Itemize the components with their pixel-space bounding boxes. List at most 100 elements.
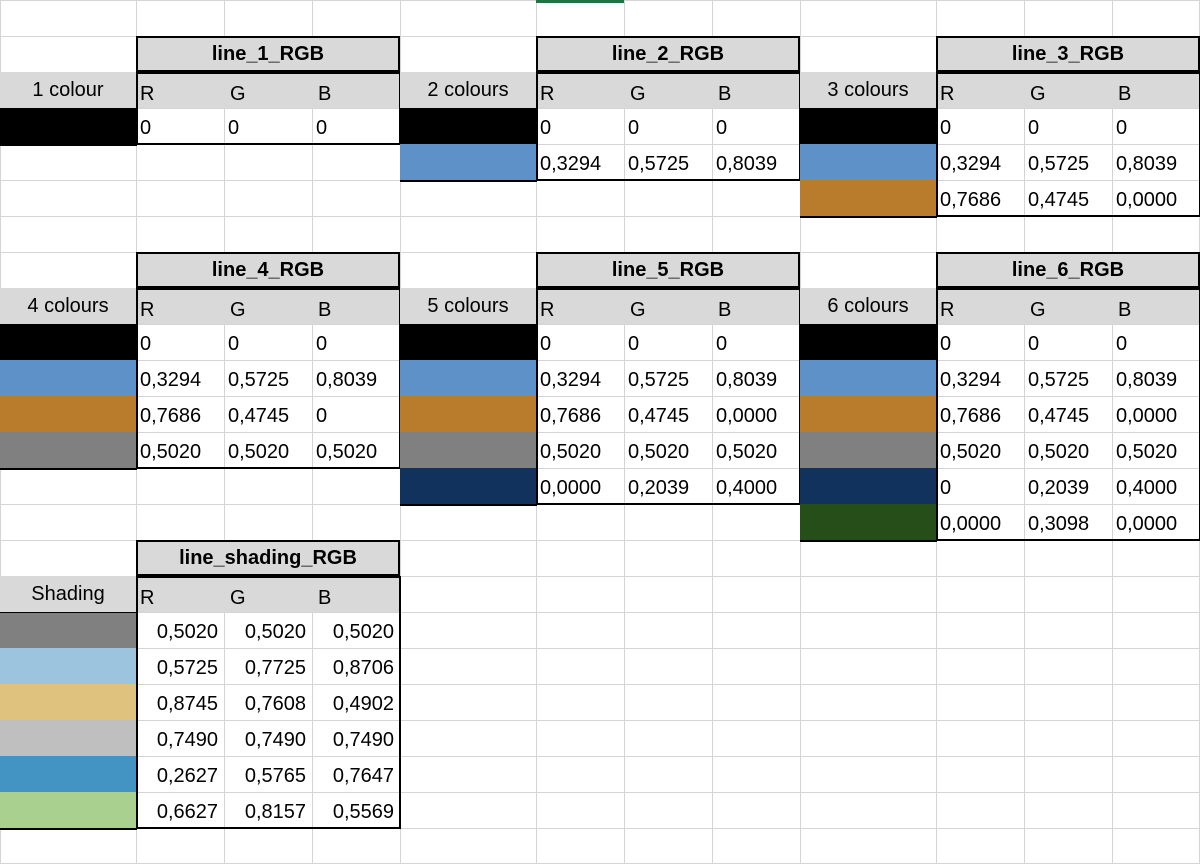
table-border <box>398 36 400 72</box>
table-border <box>1198 252 1200 288</box>
table-border <box>936 72 938 217</box>
table-border <box>136 72 138 145</box>
rgb-value: 0,8039 <box>316 369 378 391</box>
channel-header: R <box>540 299 555 321</box>
colour-swatch <box>0 684 136 720</box>
rgb-value: 0,4902 <box>332 693 394 715</box>
table-border <box>400 180 537 182</box>
rgb-value: 0,0000 <box>540 477 602 499</box>
channel-header: R <box>940 83 955 105</box>
rgb-value: 0 <box>140 333 152 355</box>
rgb-value: 0,7608 <box>244 693 306 715</box>
table-border <box>798 252 800 288</box>
colour-swatch <box>800 396 936 432</box>
rgb-value: 0,0000 <box>1116 405 1178 427</box>
rgb-value: 0,4000 <box>1116 477 1178 499</box>
channel-header: B <box>718 83 732 105</box>
rgb-value: 0,8039 <box>1116 369 1178 391</box>
table-border <box>136 576 138 829</box>
table-border <box>0 144 137 146</box>
table-border <box>800 108 936 109</box>
table-border <box>536 36 538 72</box>
colour-swatch <box>0 396 136 432</box>
grid-line-horizontal <box>0 828 1200 829</box>
rgb-value: 0,3294 <box>940 153 1002 175</box>
table-title: line_3_RGB <box>1011 43 1125 65</box>
table-border <box>136 252 138 288</box>
rgb-value: 0,4000 <box>716 477 778 499</box>
table-label: 1 colour <box>32 79 104 101</box>
table-title-bar <box>536 36 800 72</box>
channel-header: G <box>1030 299 1046 321</box>
channel-header: B <box>318 587 332 609</box>
table-border <box>536 288 538 505</box>
table-border <box>400 108 536 109</box>
table-border <box>136 36 400 38</box>
channel-header: R <box>140 83 155 105</box>
rgb-value: 0,2039 <box>1028 477 1090 499</box>
rgb-value: 0,5020 <box>244 621 306 643</box>
rgb-value: 0 <box>540 333 552 355</box>
table-border <box>0 468 137 470</box>
channel-header: B <box>718 299 732 321</box>
colour-swatch <box>800 468 936 504</box>
rgb-value: 0,3294 <box>140 369 202 391</box>
rgb-value: 0 <box>228 117 240 139</box>
rgb-value: 0,3294 <box>540 369 602 391</box>
rgb-value: 0,8039 <box>716 153 778 175</box>
table-border <box>136 72 401 74</box>
grid-line-horizontal <box>0 360 1200 361</box>
active-cell-indicator[interactable] <box>536 0 624 3</box>
table-border <box>936 215 1200 217</box>
grid-line-horizontal <box>0 396 1200 397</box>
rgb-value: 0,5020 <box>1116 441 1178 463</box>
grid-line-horizontal <box>0 612 1200 613</box>
table-border <box>936 72 1200 74</box>
grid-line-horizontal <box>0 756 1200 757</box>
grid-line-horizontal <box>0 540 1200 541</box>
channel-header: R <box>140 299 155 321</box>
rgb-value: 0 <box>1116 333 1128 355</box>
channel-header: R <box>140 587 155 609</box>
table-title: line_5_RGB <box>611 259 725 281</box>
table-title-bar <box>136 252 400 288</box>
table-label-cell <box>400 288 536 324</box>
grid-line-horizontal <box>0 576 1200 577</box>
table-label: 2 colours <box>427 79 509 101</box>
table-border <box>1198 36 1200 72</box>
table-label-cell <box>800 288 936 324</box>
colour-swatch <box>400 144 536 180</box>
table-title-bar <box>136 540 400 576</box>
rgb-value: 0,8157 <box>244 801 306 823</box>
table-border <box>800 216 937 218</box>
channel-header-row <box>536 72 800 108</box>
table-border <box>136 574 400 576</box>
table-label-cell <box>0 576 136 612</box>
rgb-value: 0 <box>940 117 952 139</box>
rgb-value: 0,7490 <box>332 729 394 751</box>
table-border <box>536 252 538 288</box>
table-border <box>536 70 800 72</box>
colour-swatch <box>800 144 936 180</box>
rgb-value: 0,8039 <box>716 369 778 391</box>
rgb-value: 0 <box>628 333 640 355</box>
table-border <box>0 108 136 109</box>
rgb-value: 0,7490 <box>244 729 306 751</box>
colour-swatch <box>400 468 536 504</box>
table-border <box>136 576 401 578</box>
grid-line-horizontal <box>0 216 1200 217</box>
grid-line-horizontal <box>0 432 1200 433</box>
colour-swatch <box>0 756 136 792</box>
rgb-value: 0,5725 <box>156 657 218 679</box>
rgb-value: 0,5725 <box>1028 369 1090 391</box>
table-label-cell <box>0 288 136 324</box>
table-label-cell <box>800 72 936 108</box>
rgb-value: 0 <box>940 333 952 355</box>
rgb-value: 0 <box>628 117 640 139</box>
colour-swatch <box>400 432 536 468</box>
rgb-value: 0,5725 <box>1028 153 1090 175</box>
colour-swatch <box>400 108 536 144</box>
rgb-value: 0,7490 <box>156 729 218 751</box>
table-label: Shading <box>31 583 105 605</box>
